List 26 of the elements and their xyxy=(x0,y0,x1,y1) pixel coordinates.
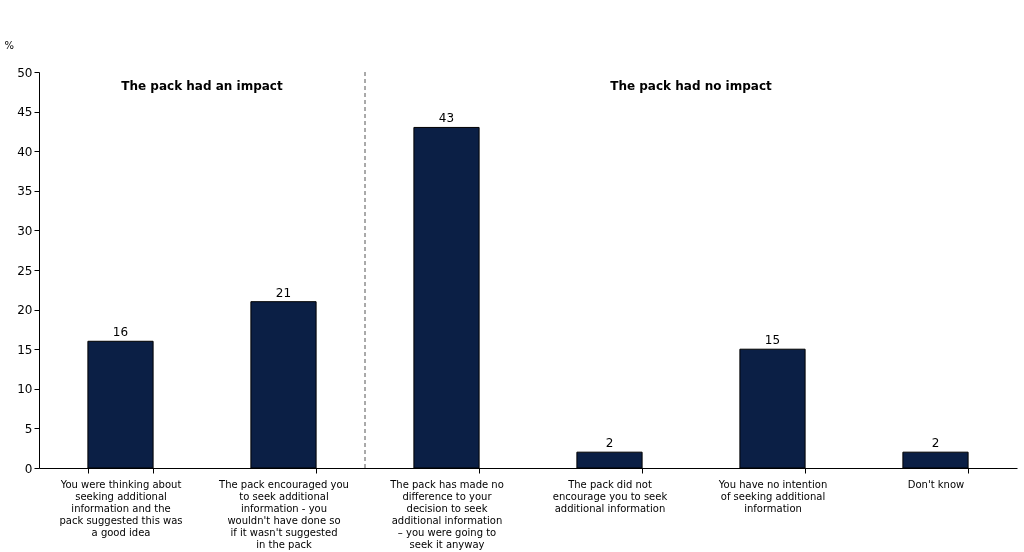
annotation: The pack had an impact xyxy=(121,79,283,94)
y-tick-label: 45 xyxy=(17,105,33,120)
data-label: 43 xyxy=(438,111,455,126)
y-tick-label: 30 xyxy=(17,223,33,238)
x-tick-label: You have no intention of seeking additional information xyxy=(717,478,828,514)
data-label: 2 xyxy=(605,436,614,451)
x-tick-label: You were thinking about seeking additional information and the pack suggested this was a good idea xyxy=(59,478,183,538)
x-tick-label: Don't know xyxy=(907,478,965,490)
data-label: 21 xyxy=(275,285,292,300)
y-tick-label: 35 xyxy=(17,184,33,199)
y-tick-label: 20 xyxy=(17,303,33,318)
y-tick-label: 10 xyxy=(17,382,33,397)
y-axis-title: % xyxy=(4,39,15,51)
annotation: The pack had no impact xyxy=(610,79,773,94)
data-label: 16 xyxy=(112,325,129,340)
y-tick-label: 15 xyxy=(17,342,33,357)
x-tick-label: The pack has made no difference to your decision to seek additional information – you were going to seek it anyway xyxy=(389,478,504,550)
x-tick-label: The pack did not encourage you to seek additional information xyxy=(552,478,668,514)
x-tick-label: The pack encouraged you to seek additional information - you wouldn't have done so if it wasn't suggested in the pack xyxy=(218,478,349,550)
y-tick-label: 0 xyxy=(24,461,33,476)
data-label: 2 xyxy=(931,436,940,451)
y-tick-label: 25 xyxy=(17,263,33,278)
y-tick-label: 5 xyxy=(24,421,33,436)
y-tick-label: 50 xyxy=(17,65,33,80)
y-tick-label: 40 xyxy=(17,144,33,159)
data-label: 15 xyxy=(764,333,781,348)
